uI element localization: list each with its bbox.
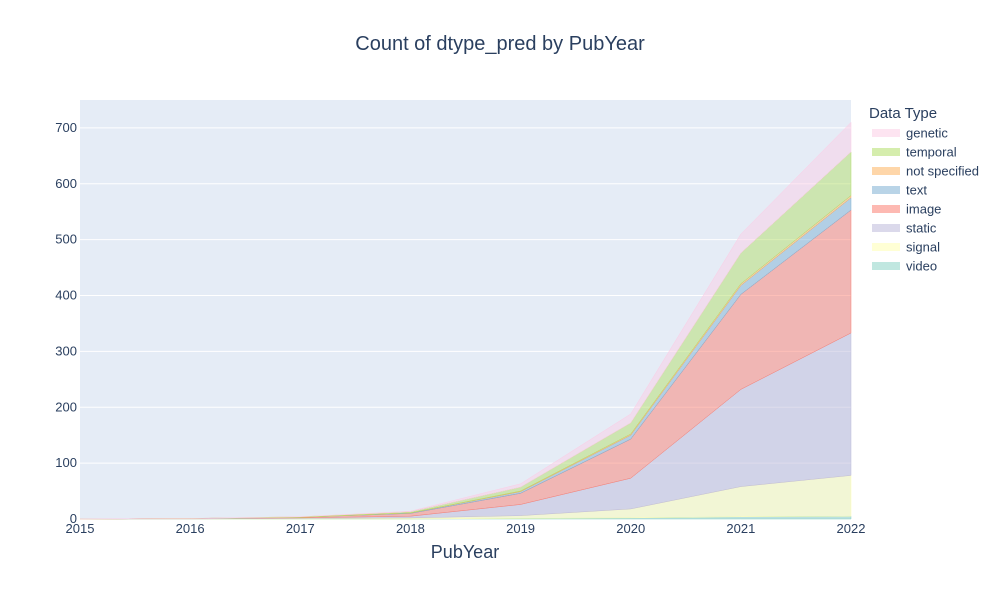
legend-title: Data Type [869, 105, 937, 122]
chart-title: Count of dtype_pred by PubYear [355, 33, 645, 55]
area-genetic [79, 121, 852, 520]
legend-label: temporal [906, 145, 957, 160]
y-tick-label: 200 [55, 399, 77, 414]
legend-label: static [906, 221, 937, 236]
x-tick-label: 2016 [176, 521, 205, 536]
legend-items: genetic temporal not specified text image sta… [872, 126, 979, 274]
legend-label: genetic [906, 126, 948, 141]
legend-swatch [872, 243, 900, 251]
x-axis-ticks: 2015 2016 2017 2018 2019 2020 2021 2022 [66, 521, 866, 536]
y-tick-label: 300 [55, 343, 77, 358]
legend-swatch [872, 167, 900, 175]
legend-label: text [906, 183, 927, 198]
y-tick-label: 700 [55, 120, 77, 135]
x-tick-label: 2018 [396, 521, 425, 536]
legend-swatch [872, 186, 900, 194]
legend-swatch [872, 224, 900, 232]
x-tick-label: 2019 [506, 521, 535, 536]
y-tick-label: 100 [55, 455, 77, 470]
x-tick-label: 2020 [616, 521, 645, 536]
legend-swatch [872, 262, 900, 270]
legend-label: not specified [906, 164, 979, 179]
y-tick-label: 400 [55, 288, 77, 303]
legend-label: image [906, 202, 941, 217]
x-tick-label: 2017 [286, 521, 315, 536]
legend-label: signal [906, 240, 940, 255]
x-axis-title: PubYear [431, 542, 499, 562]
areas [79, 121, 852, 520]
y-tick-label: 500 [55, 232, 77, 247]
x-tick-label: 2015 [66, 521, 95, 536]
legend-swatch [872, 148, 900, 156]
x-tick-label: 2022 [837, 521, 866, 536]
legend-swatch [872, 129, 900, 137]
y-axis-ticks: 0 100 200 300 400 500 600 700 [55, 120, 77, 526]
y-tick-label: 600 [55, 176, 77, 191]
x-tick-label: 2021 [726, 521, 755, 536]
y-tick-label: 0 [70, 511, 77, 526]
legend-label: video [906, 259, 937, 274]
legend: Data Type genetic temporal not specified te… [869, 105, 979, 274]
legend-swatch [872, 205, 900, 213]
